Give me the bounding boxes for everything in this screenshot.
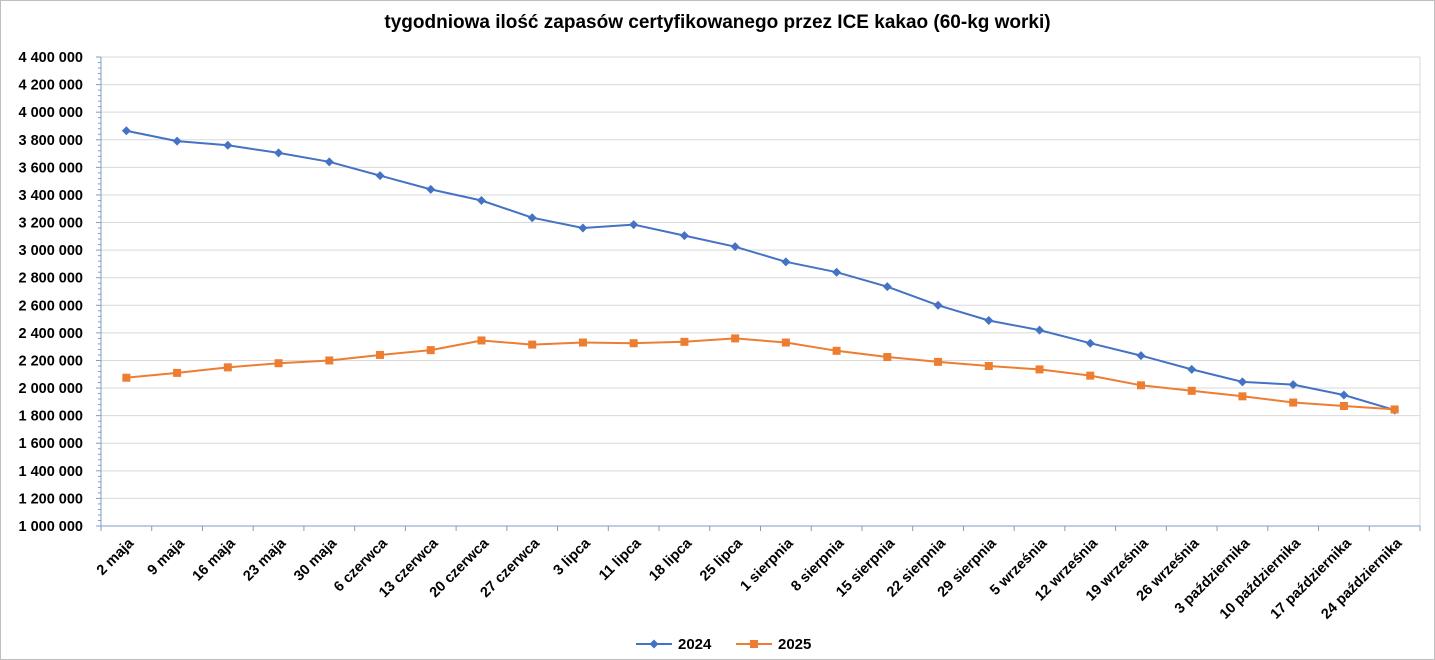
data-point-2024 xyxy=(274,148,284,158)
data-point-2024 xyxy=(172,136,182,146)
data-point-2024 xyxy=(375,171,385,181)
data-point-2025 xyxy=(1136,381,1145,390)
y-tick-label: 4 200 000 xyxy=(18,78,83,94)
legend-swatch-2024 xyxy=(636,639,672,649)
series-line-2025 xyxy=(126,337,1395,411)
series-lines xyxy=(126,129,1395,412)
data-point-2024 xyxy=(223,140,233,150)
legend-label-2024: 2024 xyxy=(678,635,712,653)
y-tick-label: 2 800 000 xyxy=(18,271,83,287)
y-tick-label: 3 600 000 xyxy=(18,160,83,176)
y-tick-label: 2 400 000 xyxy=(18,326,83,342)
y-tick-label: 3 200 000 xyxy=(18,216,83,232)
data-point-2025 xyxy=(578,338,587,347)
y-tick-label: 1 400 000 xyxy=(18,464,83,480)
data-point-2025 xyxy=(832,346,841,355)
y-tick-label: 4 400 000 xyxy=(18,50,83,66)
data-point-2025 xyxy=(883,353,892,362)
x-tick-label: 2 maja xyxy=(94,535,138,579)
x-tick-label: 23 maja xyxy=(240,535,290,585)
data-point-2024 xyxy=(527,213,537,223)
data-point-2025 xyxy=(426,346,435,355)
y-tick-label: 1 600 000 xyxy=(18,436,83,452)
data-point-2024 xyxy=(1085,338,1095,348)
data-point-2025 xyxy=(274,359,283,368)
data-point-2025 xyxy=(781,338,790,347)
legend-swatch-2025 xyxy=(736,640,772,648)
y-tick-label: 3 800 000 xyxy=(18,133,83,149)
x-tick-label: 16 maja xyxy=(190,535,240,585)
y-tick-label: 2 000 000 xyxy=(18,381,83,397)
y-tick-label: 3 000 000 xyxy=(18,243,83,259)
data-point-2025 xyxy=(629,339,638,348)
data-point-2025 xyxy=(376,350,385,359)
data-point-2025 xyxy=(1187,386,1196,395)
data-point-2025 xyxy=(1390,405,1399,414)
legend-label-2025: 2025 xyxy=(778,635,812,653)
gridlines xyxy=(101,56,1421,527)
data-point-2024 xyxy=(426,184,436,194)
y-tick-label: 3 400 000 xyxy=(18,188,83,204)
data-point-2025 xyxy=(325,356,334,365)
data-point-2024 xyxy=(1136,351,1146,361)
data-point-2025 xyxy=(934,357,943,366)
x-tick-label: 25 lipca xyxy=(697,535,747,585)
data-point-2024 xyxy=(984,315,994,325)
legend-item-2025: 2025 xyxy=(736,634,811,654)
data-point-2024 xyxy=(578,223,588,233)
data-point-2024 xyxy=(121,126,131,136)
data-point-2024 xyxy=(324,157,334,167)
data-point-2024 xyxy=(882,282,892,292)
y-tick-label: 4 000 000 xyxy=(18,105,83,121)
x-tick-label: 1 sierpnia xyxy=(738,535,798,595)
data-point-2025 xyxy=(984,361,993,370)
x-tick-label: 9 maja xyxy=(145,535,189,579)
x-tick-label: 18 lipca xyxy=(646,535,696,585)
x-tick-label: 3 lipca xyxy=(551,535,595,579)
y-tick-label: 1 800 000 xyxy=(18,409,83,425)
data-point-2024 xyxy=(1187,364,1197,374)
data-point-2025 xyxy=(173,368,182,377)
legend-item-2024: 2024 xyxy=(636,634,711,654)
data-point-2025 xyxy=(528,340,537,349)
axes xyxy=(96,56,1421,531)
data-point-2024 xyxy=(1035,325,1045,335)
data-point-2025 xyxy=(1289,398,1298,407)
data-point-2024 xyxy=(1237,377,1247,387)
data-point-2025 xyxy=(731,334,740,343)
data-point-2024 xyxy=(781,257,791,267)
data-point-2024 xyxy=(476,195,486,205)
data-point-2025 xyxy=(477,336,486,345)
data-point-2025 xyxy=(1339,401,1348,410)
data-point-2025 xyxy=(1035,365,1044,374)
legend: 2024 2025 xyxy=(0,634,1435,656)
data-point-2024 xyxy=(679,231,689,241)
y-tick-label: 2 600 000 xyxy=(18,298,83,314)
y-tick-label: 2 200 000 xyxy=(18,353,83,369)
data-point-2025 xyxy=(1238,392,1247,401)
data-point-2024 xyxy=(1288,380,1298,390)
y-tick-label: 1 000 000 xyxy=(18,519,83,535)
data-point-2024 xyxy=(832,267,842,277)
x-tick-label: 30 maja xyxy=(291,535,341,585)
data-point-2024 xyxy=(1339,390,1349,400)
data-point-2025 xyxy=(122,373,131,382)
data-point-2024 xyxy=(730,242,740,252)
y-tick-label: 1 200 000 xyxy=(18,491,83,507)
data-point-2024 xyxy=(629,220,639,230)
data-point-2025 xyxy=(680,337,689,346)
data-point-2025 xyxy=(1086,371,1095,380)
data-point-2024 xyxy=(933,300,943,310)
series-markers xyxy=(121,126,1400,415)
y-axis-tick-labels: 1 000 000 1 200 000 1 400 000 1 600 000 1 80… xyxy=(18,50,83,535)
chart-title: tygodniowa ilość zapasów certyfikowanego… xyxy=(384,12,1051,33)
series-line-2024 xyxy=(126,129,1395,412)
data-point-2025 xyxy=(223,363,232,372)
x-tick-label: 11 lipca xyxy=(596,535,645,584)
